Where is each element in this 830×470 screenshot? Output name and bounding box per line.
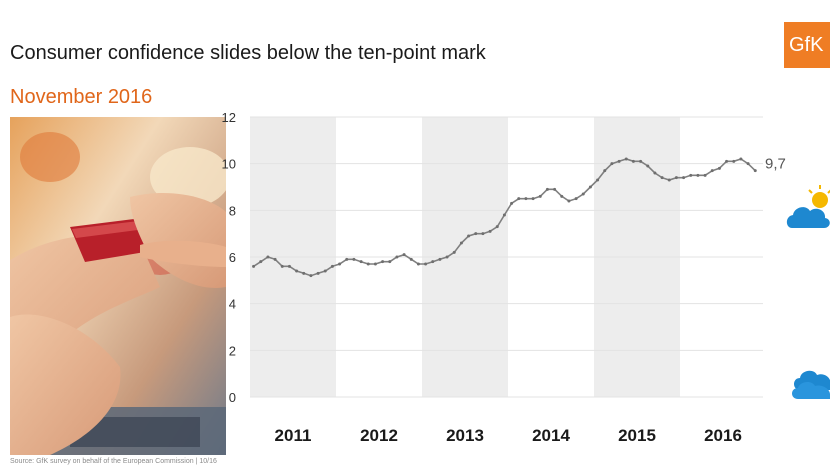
data-point — [746, 162, 750, 166]
data-point — [553, 187, 557, 191]
data-point — [581, 192, 585, 196]
data-point — [524, 197, 528, 201]
data-point — [732, 159, 736, 163]
year-label-2015: 2015 — [618, 426, 656, 445]
data-point — [259, 260, 263, 264]
data-point — [739, 157, 743, 161]
page-title: Consumer confidence slides below the ten… — [10, 42, 486, 64]
credit-card-photo — [10, 117, 226, 455]
data-point — [517, 197, 521, 201]
y-tick-label: 8 — [229, 203, 236, 218]
data-point — [467, 234, 471, 238]
end-value-label: 9,7 — [765, 156, 786, 173]
data-point — [567, 199, 571, 203]
data-point — [345, 257, 349, 261]
year-label-2013: 2013 — [446, 426, 484, 445]
data-point — [502, 213, 506, 217]
year-label-2011: 2011 — [275, 426, 312, 445]
year-label-2014: 2014 — [532, 426, 570, 445]
partly-sunny-icon — [786, 185, 830, 228]
data-point — [266, 255, 270, 259]
y-tick-label: 4 — [229, 297, 236, 312]
data-point — [395, 255, 399, 259]
y-tick-label: 6 — [229, 250, 236, 265]
data-point — [682, 176, 686, 180]
data-point — [596, 178, 600, 182]
data-point — [474, 232, 478, 236]
data-point — [667, 178, 671, 182]
data-point — [646, 164, 650, 168]
data-point — [416, 262, 420, 266]
data-point — [402, 253, 406, 257]
data-point — [531, 197, 535, 201]
data-point — [316, 271, 320, 275]
source-note: Source: GfK survey on behalf of the Euro… — [10, 458, 217, 465]
data-point — [381, 260, 385, 264]
data-point — [359, 260, 363, 264]
data-point — [445, 255, 449, 259]
data-point — [631, 159, 635, 163]
data-point — [610, 162, 614, 166]
data-point — [352, 257, 356, 261]
data-point — [617, 159, 621, 163]
cloudy-icon — [792, 370, 830, 399]
data-point — [510, 201, 514, 205]
gfk-logo: GfK — [784, 22, 830, 68]
data-point — [717, 166, 721, 170]
data-point — [323, 269, 327, 273]
data-point — [409, 257, 413, 261]
data-point — [660, 176, 664, 180]
data-point — [545, 187, 549, 191]
data-point — [438, 257, 442, 261]
data-point — [703, 173, 707, 177]
data-point — [710, 169, 714, 173]
data-point — [330, 264, 334, 268]
data-point — [287, 264, 291, 268]
data-point — [252, 264, 256, 268]
data-point — [481, 232, 485, 236]
data-point — [588, 185, 592, 189]
year-label-2012: 2012 — [360, 426, 398, 445]
data-point — [309, 274, 313, 278]
data-point — [674, 176, 678, 180]
y-tick-label: 10 — [222, 157, 236, 172]
data-point — [388, 260, 392, 264]
data-point — [689, 173, 693, 177]
data-point — [495, 225, 499, 229]
y-tick-label: 2 — [229, 343, 236, 358]
data-point — [273, 257, 277, 261]
year-label-2016: 2016 — [704, 426, 742, 445]
data-point — [424, 262, 428, 266]
data-point — [373, 262, 377, 266]
data-point — [280, 264, 284, 268]
data-point — [431, 260, 435, 264]
data-point — [753, 169, 757, 173]
data-point — [488, 229, 492, 233]
data-point — [302, 271, 306, 275]
data-point — [338, 262, 342, 266]
data-point — [725, 159, 729, 163]
page-subtitle: November 2016 — [10, 86, 153, 108]
data-point — [624, 157, 628, 161]
data-point — [538, 194, 542, 198]
data-point — [653, 171, 657, 175]
data-point — [295, 269, 299, 273]
data-point — [603, 169, 607, 173]
data-point — [574, 197, 578, 201]
data-point — [366, 262, 370, 266]
y-tick-label: 0 — [229, 390, 236, 405]
data-point — [459, 241, 463, 245]
data-point — [560, 194, 564, 198]
data-point — [452, 250, 456, 254]
data-point — [639, 159, 643, 163]
data-point — [696, 173, 700, 177]
y-tick-label: 12 — [222, 110, 236, 125]
